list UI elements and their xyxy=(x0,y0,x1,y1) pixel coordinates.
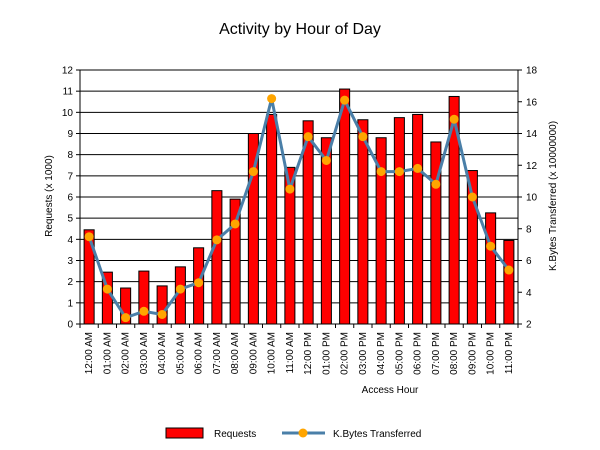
y2-tick-label: 8 xyxy=(526,224,532,235)
bar xyxy=(412,113,424,325)
x-tick-label: 03:00 AM xyxy=(139,332,150,374)
x-tick-label: 06:00 PM xyxy=(413,332,424,375)
y-tick-label: 10 xyxy=(62,108,74,119)
x-tick-label: 12:00 AM xyxy=(84,332,95,374)
bar xyxy=(138,270,150,325)
y2-tick-label: 12 xyxy=(526,161,538,172)
bar xyxy=(485,212,497,325)
x-tick-label: 08:00 PM xyxy=(449,332,460,375)
bar xyxy=(357,119,369,325)
line-point xyxy=(303,132,313,142)
x-axis-label: Access Hour xyxy=(362,385,419,396)
line-point xyxy=(358,132,368,142)
line-point xyxy=(467,192,477,202)
y2-tick-label: 2 xyxy=(526,320,532,331)
x-tick-label: 07:00 AM xyxy=(212,332,223,374)
legend-label-kbytes: K.Bytes Transferred xyxy=(333,429,421,440)
line-point xyxy=(321,155,331,165)
y-tick-label: 1 xyxy=(67,298,73,309)
line-series xyxy=(84,94,514,323)
y-tick-label: 6 xyxy=(67,193,73,204)
chart-title: Activity by Hour of Day xyxy=(219,21,381,38)
line-point xyxy=(504,265,514,275)
bar-series xyxy=(83,88,515,325)
y2-axis-label: K.Bytes Transferred (x 10000000) xyxy=(548,121,559,271)
line-point xyxy=(248,167,258,177)
x-tick-label: 09:00 PM xyxy=(467,332,478,375)
line-point xyxy=(486,241,496,251)
x-tick-label: 06:00 AM xyxy=(194,332,205,374)
gridlines xyxy=(80,69,518,325)
line-point xyxy=(230,219,240,229)
x-tick-label: 07:00 PM xyxy=(431,332,442,375)
y2-tick-label: 10 xyxy=(526,193,538,204)
line-point xyxy=(175,284,185,294)
x-tick-label: 01:00 PM xyxy=(321,332,332,375)
bar xyxy=(339,88,351,325)
line-point xyxy=(449,114,459,124)
x-tick-label: 10:00 AM xyxy=(267,332,278,374)
x-tick-label: 11:00 PM xyxy=(504,332,515,374)
x-tick-label: 11:00 AM xyxy=(285,332,296,374)
y-tick-label: 7 xyxy=(67,171,73,182)
legend-swatch-requests xyxy=(165,427,204,439)
y-tick-label: 5 xyxy=(67,214,73,225)
y-tick-label: 3 xyxy=(67,256,73,267)
x-tick-label: 01:00 AM xyxy=(102,332,113,374)
x-tick-label: 05:00 PM xyxy=(394,332,405,375)
series-line xyxy=(87,97,511,320)
y-tick-label: 8 xyxy=(67,150,73,161)
x-tick-label: 09:00 AM xyxy=(248,332,259,374)
line-point xyxy=(394,167,404,177)
x-tick-label: 12:00 PM xyxy=(303,332,314,375)
y2-tick-label: 4 xyxy=(526,288,532,299)
y2-tick-label: 14 xyxy=(526,129,538,140)
x-tick-label: 04:00 PM xyxy=(376,332,387,375)
line-point xyxy=(431,179,441,189)
y2-tick-label: 18 xyxy=(526,66,538,77)
line-point xyxy=(157,309,167,319)
line-point xyxy=(194,278,204,288)
line-point xyxy=(139,306,149,316)
line-point xyxy=(376,167,386,177)
legend-swatch-marker xyxy=(298,428,308,438)
line-point xyxy=(121,313,131,323)
x-tick-label: 02:00 PM xyxy=(340,332,351,375)
x-tick-label: 03:00 PM xyxy=(358,332,369,375)
legend-label-requests: Requests xyxy=(214,429,256,440)
line-point xyxy=(84,232,94,242)
line-point xyxy=(340,95,350,105)
line-point xyxy=(102,284,112,294)
y-tick-label: 2 xyxy=(67,277,73,288)
line-point xyxy=(285,184,295,194)
bar xyxy=(320,137,332,325)
bar xyxy=(211,190,223,325)
y-tick-label: 9 xyxy=(67,129,73,140)
line-point xyxy=(413,163,423,173)
line-point xyxy=(212,235,222,245)
y-tick-label: 4 xyxy=(67,235,73,246)
y-tick-label: 12 xyxy=(62,66,74,77)
x-tick-label: 02:00 AM xyxy=(121,332,132,374)
y-axis-label: Requests (x 1000) xyxy=(44,155,55,237)
bar xyxy=(266,113,278,325)
right-y-ticks: 2 4 6 8 10 12 14 16 18 xyxy=(518,66,538,331)
y-tick-label: 0 xyxy=(67,320,73,331)
x-tick-label: 10:00 PM xyxy=(486,332,497,375)
y-tick-label: 11 xyxy=(63,87,74,98)
x-tick-label: 04:00 AM xyxy=(157,332,168,374)
legend: Requests K.Bytes Transferred xyxy=(165,427,421,440)
line-point xyxy=(267,94,277,104)
y2-tick-label: 6 xyxy=(526,256,532,267)
x-tick-label: 08:00 AM xyxy=(230,332,241,374)
bar xyxy=(503,239,515,325)
x-ticks: 12:00 AM 01:00 AM 02:00 AM 03:00 AM 04:00 AM… xyxy=(79,324,519,375)
bar xyxy=(393,117,405,325)
x-tick-label: 05:00 AM xyxy=(175,332,186,374)
y2-tick-label: 16 xyxy=(526,97,538,108)
